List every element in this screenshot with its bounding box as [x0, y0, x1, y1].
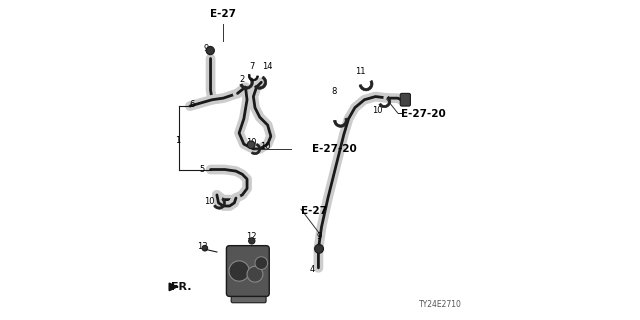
Circle shape — [247, 141, 255, 148]
Text: 10: 10 — [260, 142, 271, 151]
Text: E-27-20: E-27-20 — [312, 144, 357, 154]
Circle shape — [229, 261, 249, 281]
Text: 6: 6 — [190, 100, 195, 109]
Circle shape — [202, 245, 208, 251]
Text: 7: 7 — [249, 62, 255, 71]
Wedge shape — [240, 78, 253, 89]
Text: 9: 9 — [317, 232, 322, 241]
Wedge shape — [254, 76, 267, 89]
Circle shape — [248, 238, 255, 244]
FancyBboxPatch shape — [400, 93, 410, 106]
Text: 14: 14 — [262, 62, 272, 71]
Circle shape — [255, 257, 268, 269]
Text: E-27-20: E-27-20 — [401, 109, 445, 119]
Circle shape — [315, 244, 323, 253]
Text: E-27: E-27 — [211, 9, 236, 19]
Wedge shape — [333, 118, 348, 127]
Circle shape — [247, 266, 263, 282]
Text: 9: 9 — [203, 44, 209, 53]
Text: 2: 2 — [239, 75, 245, 84]
Text: 10: 10 — [372, 106, 383, 115]
Text: 5: 5 — [200, 165, 205, 174]
Text: 1: 1 — [175, 136, 180, 146]
Wedge shape — [359, 80, 373, 91]
Text: 4: 4 — [310, 265, 315, 274]
Text: TY24E2710: TY24E2710 — [419, 300, 462, 309]
FancyBboxPatch shape — [231, 277, 266, 303]
Wedge shape — [252, 144, 260, 155]
Text: 10: 10 — [246, 138, 256, 147]
Text: 12: 12 — [246, 232, 256, 241]
Wedge shape — [248, 74, 259, 81]
Text: 11: 11 — [355, 67, 365, 76]
Text: 10: 10 — [204, 197, 215, 206]
Text: 3: 3 — [255, 273, 261, 282]
Text: FR.: FR. — [170, 282, 191, 292]
FancyBboxPatch shape — [227, 246, 269, 296]
Wedge shape — [379, 96, 391, 108]
Circle shape — [206, 46, 214, 55]
Text: 13: 13 — [196, 242, 207, 251]
Wedge shape — [214, 198, 225, 209]
Text: 8: 8 — [332, 87, 337, 96]
Text: E-27: E-27 — [301, 206, 327, 216]
